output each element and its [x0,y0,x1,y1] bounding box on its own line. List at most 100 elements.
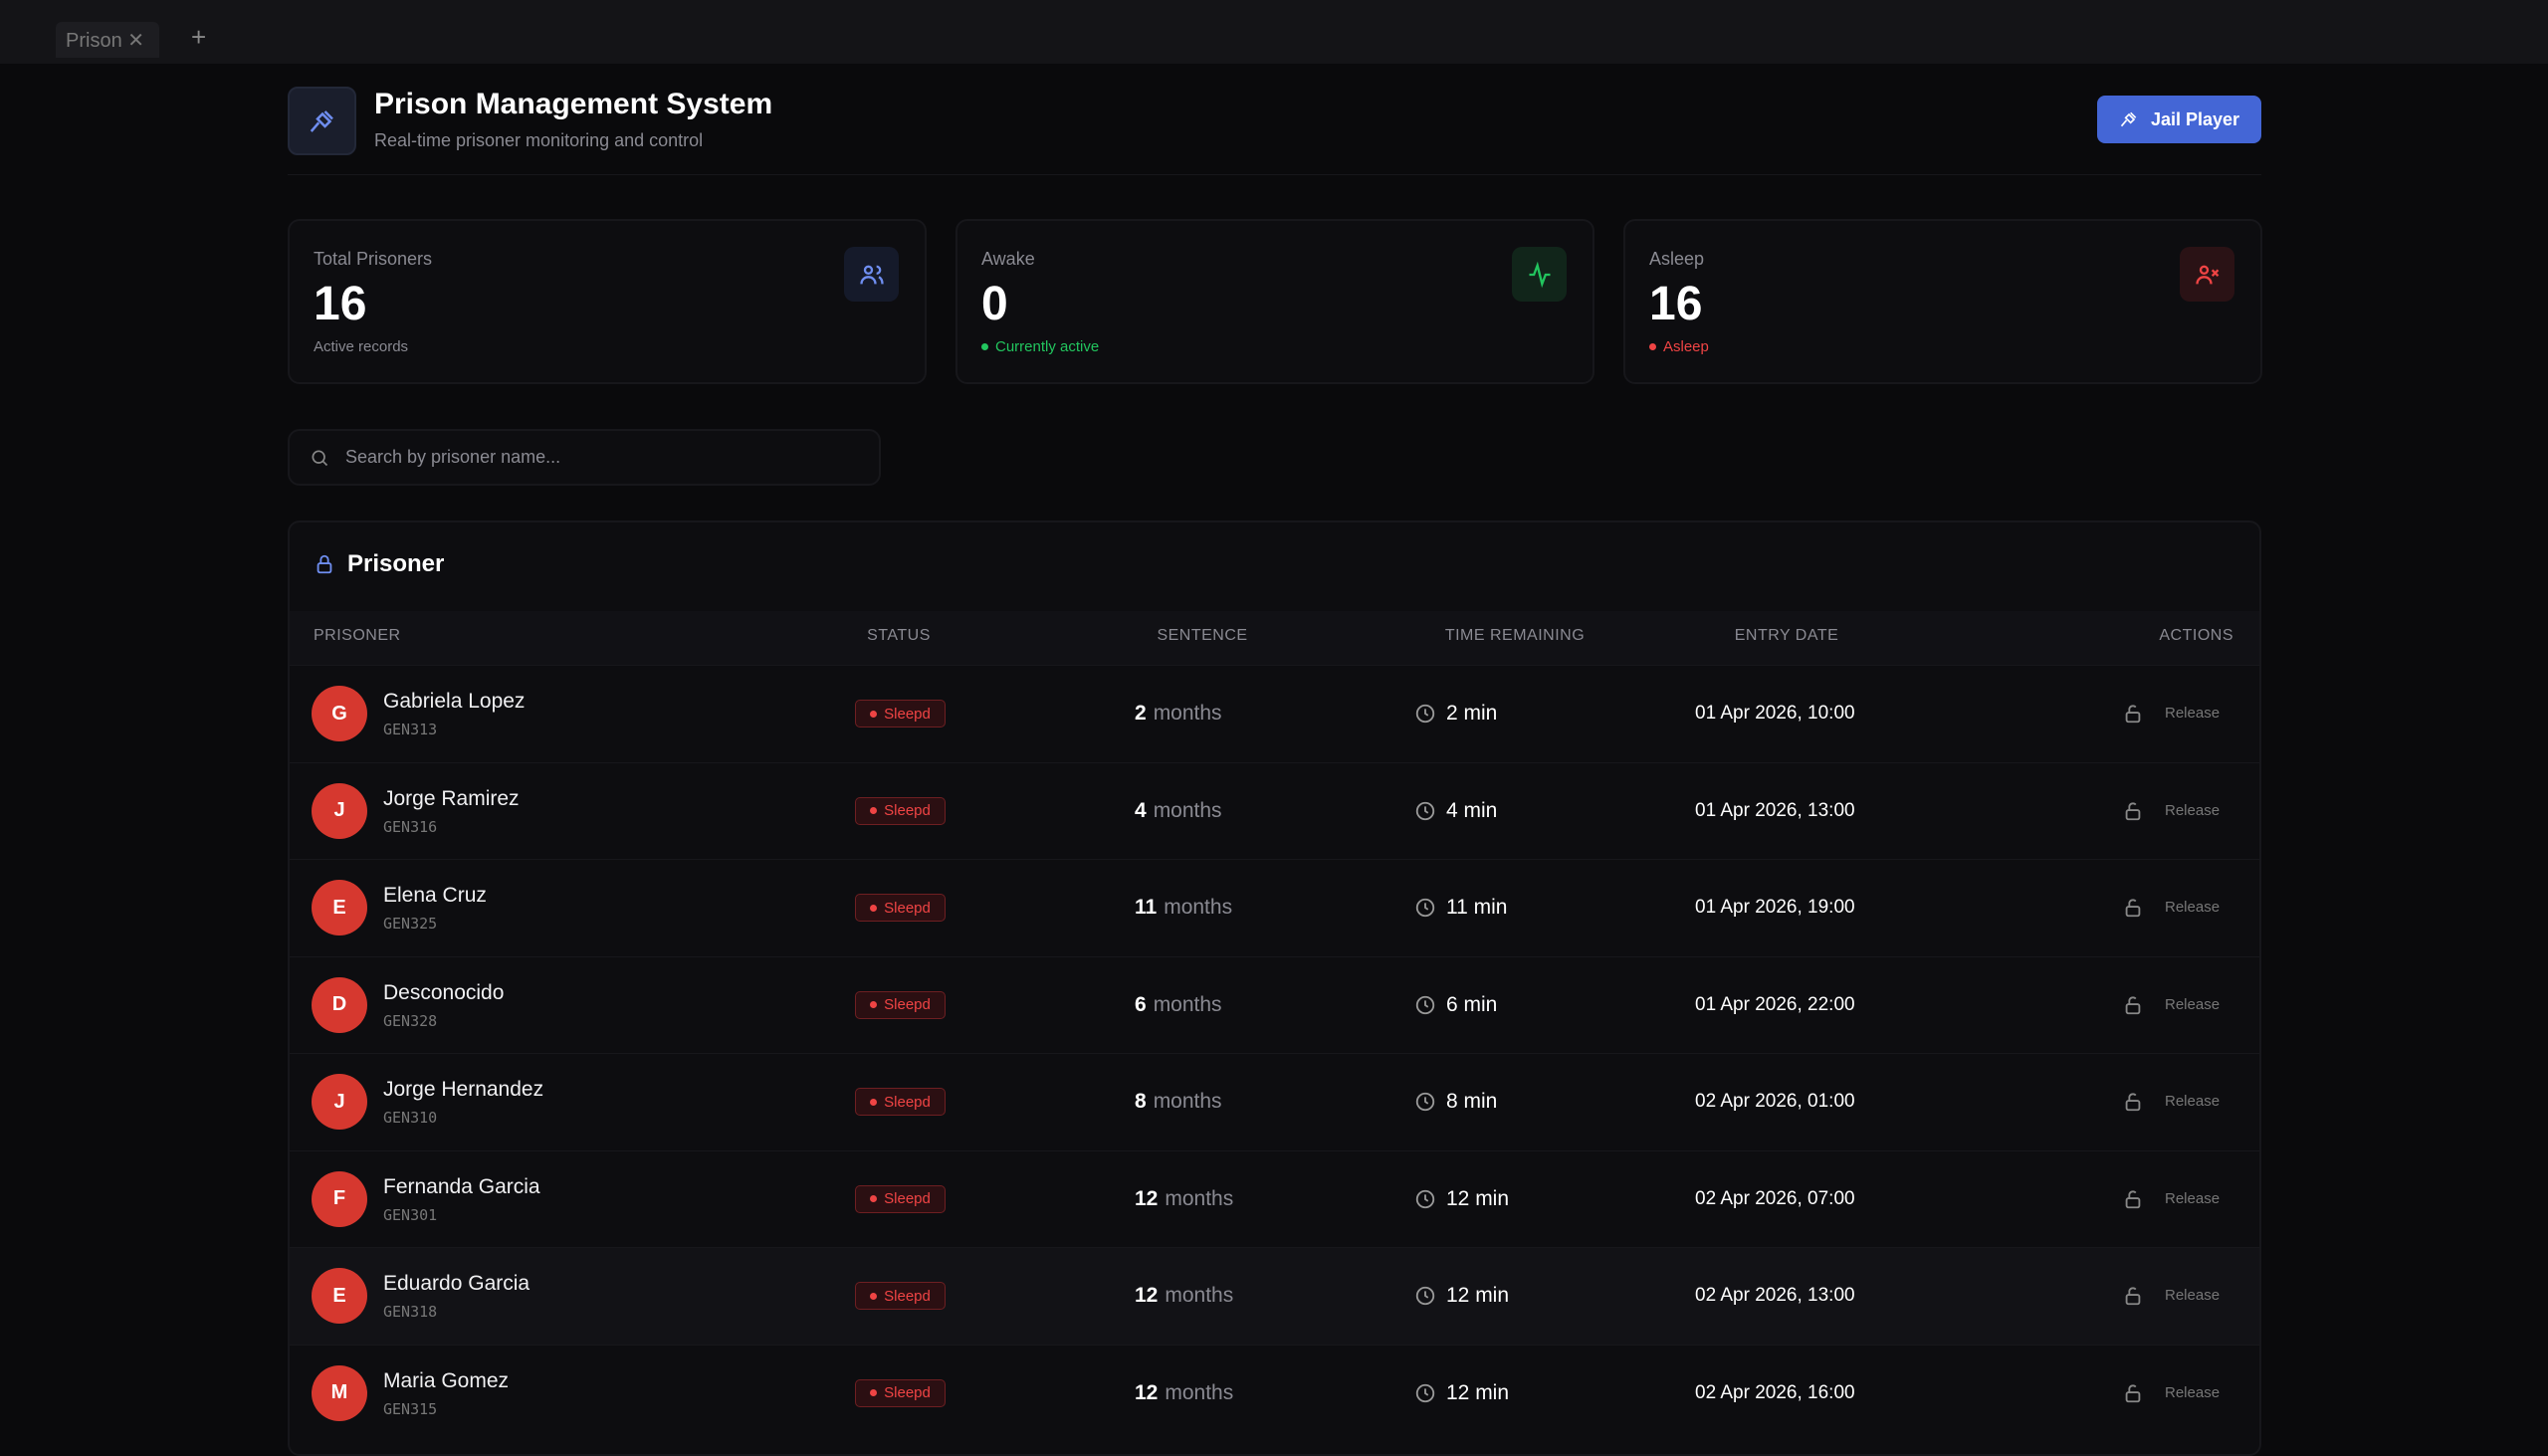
avatar: E [312,1268,367,1324]
search-placeholder: Search by prisoner name... [345,447,561,467]
stat-card [288,219,927,384]
release-action[interactable]: Release [2165,899,2221,916]
status-text: Sleepd [884,899,931,917]
release-action[interactable]: Release [2165,705,2221,722]
table-title: Prisoner [314,550,444,578]
column-header: STATUS [867,627,931,644]
status-text: Sleepd [884,1287,931,1305]
entry-date: 02 Apr 2026, 07:00 [1695,1187,1855,1209]
avatar: D [312,976,367,1033]
release-action[interactable]: Release [2165,1189,2221,1207]
table-row[interactable] [290,1247,2259,1346]
prisoner-name: Desconocido [383,980,505,1004]
divider [288,174,2261,175]
release-action[interactable]: Release [2165,995,2221,1013]
sentence: 12 months [1135,1381,1233,1405]
table-row[interactable] [290,665,2259,762]
stat-value: 16 [314,278,367,330]
title: Prison Management System [374,88,773,120]
lock-icon [2122,897,2144,924]
sentence-unit: months [1165,1284,1234,1307]
release-action[interactable]: Release [2165,1287,2221,1304]
search-box[interactable]: Search by prisoner name... [288,429,881,486]
entry-date: 02 Apr 2026, 01:00 [1695,1091,1855,1112]
column-header: ACTIONS [2159,627,2233,644]
prisoner-name: Elena Cruz [383,884,487,907]
sentence: 12 months [1135,1187,1233,1211]
lock-icon [2122,1382,2144,1409]
top-bar [0,0,2548,64]
status-text: Sleepd [884,996,931,1013]
stat-value: 0 [981,278,1008,330]
status-dot [870,904,878,912]
prisoner-id: GEN315 [383,1399,438,1418]
sentence-value: 8 [1135,1090,1147,1113]
time-remaining: 12 min [1446,1284,1510,1307]
status-badge: Sleepd [855,700,946,728]
prisoner-id: GEN328 [383,1011,438,1030]
release-action[interactable]: Release [2165,1093,2221,1110]
clock-icon [1414,1188,1436,1215]
prisoner-id: GEN313 [383,721,438,738]
prisoner-name: Jorge Hernandez [383,1078,544,1101]
entry-date: 01 Apr 2026, 19:00 [1695,897,1855,918]
stat-card [956,219,1594,384]
table-row[interactable] [290,1053,2259,1150]
lock-icon [2122,1188,2144,1215]
sentence: 8 months [1135,1090,1222,1114]
release-action[interactable]: Release [2165,1383,2221,1401]
stat-icon [1512,247,1567,302]
status-text: Sleepd [884,705,931,723]
table-row[interactable] [290,761,2259,860]
status-text: Sleepd [884,1093,931,1111]
lock-icon [2122,703,2144,729]
clock-icon [1414,994,1436,1021]
prisoner-id: GEN310 [383,1109,438,1127]
status-badge: Sleepd [855,894,946,922]
table-header [290,611,2259,665]
sentence-value: 6 [1135,992,1147,1016]
prisoner-id: GEN318 [383,1303,438,1321]
release-action[interactable]: Release [2165,801,2221,819]
prisoner-name: Maria Gomez [383,1368,510,1392]
sentence-unit: months [1165,1380,1234,1404]
status-badge: Sleepd [855,1282,946,1310]
time-remaining: 11 min [1446,896,1508,919]
table-row[interactable] [290,1344,2259,1442]
tab[interactable]: Prison ✕ [56,22,159,58]
status-text: Sleepd [884,1190,931,1207]
table-row[interactable] [290,859,2259,956]
lock-icon [2122,1285,2144,1312]
status-dot [870,710,878,718]
stat-icon [844,247,899,302]
entry-date: 01 Apr 2026, 10:00 [1695,703,1855,724]
stat-label: Asleep [1649,249,1705,269]
prisoner-id: GEN325 [383,915,438,933]
status-badge: Sleepd [855,1184,946,1213]
table-title-text: Prisoner [347,550,445,577]
jail-button[interactable]: Jail Player [2097,96,2261,143]
prisoner-name: Jorge Ramirez [383,786,520,810]
tab-label: Prison [66,30,122,52]
button-label: Jail Player [2150,108,2240,129]
sentence-unit: months [1165,1186,1234,1210]
stat-note: Active records [314,338,409,355]
stat-note: Asleep [1649,338,1709,355]
avatar: J [312,782,367,839]
prisoner-id: GEN301 [383,1205,438,1224]
dot [981,343,988,350]
status-dot [870,1098,878,1106]
column-header: ENTRY DATE [1734,627,1839,644]
new-tab[interactable]: + [191,22,207,52]
entry-date: 01 Apr 2026, 22:00 [1695,993,1855,1015]
table-row[interactable] [290,1149,2259,1248]
time-remaining: 8 min [1446,1090,1498,1113]
time-remaining: 12 min [1446,1380,1510,1404]
entry-date: 02 Apr 2026, 13:00 [1695,1285,1855,1306]
lock-icon [2122,994,2144,1021]
clock-icon [1414,703,1436,729]
avatar: G [312,686,367,741]
table-row[interactable] [290,955,2259,1054]
stat-note: Currently active [981,338,1099,355]
